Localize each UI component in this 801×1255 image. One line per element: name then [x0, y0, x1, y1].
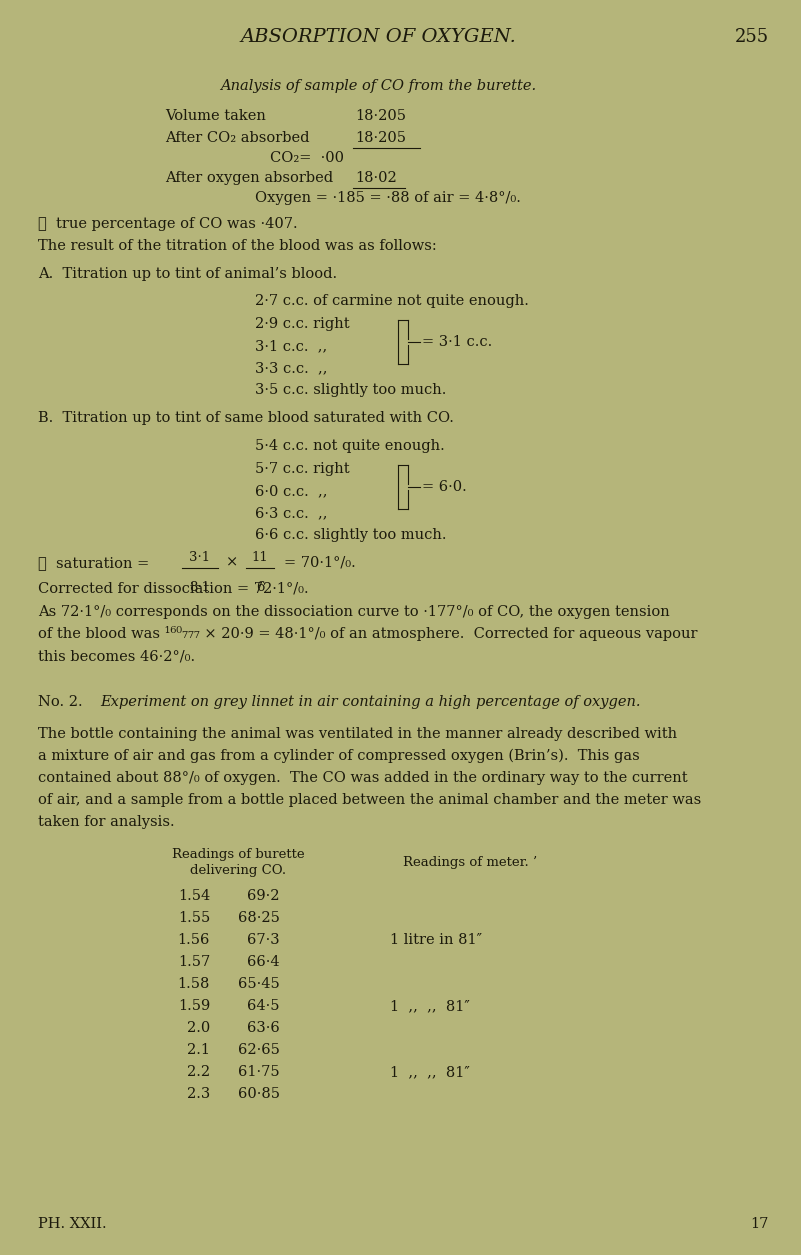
Text: The result of the titration of the blood was as follows:: The result of the titration of the blood… [38, 238, 437, 254]
Text: 1.59: 1.59 [178, 999, 210, 1013]
Text: 6: 6 [256, 581, 264, 594]
Text: 65·45: 65·45 [238, 976, 280, 991]
Text: ×: × [226, 556, 238, 570]
Text: As 72·1°/₀ corresponds on the dissociation curve to ·177°/₀ of CO, the oxygen te: As 72·1°/₀ corresponds on the dissociati… [38, 605, 670, 619]
Text: 18·02: 18·02 [355, 171, 396, 184]
Text: 1  ,,  ,,  81″: 1 ,, ,, 81″ [390, 999, 470, 1013]
Text: 3·3 c.c.  ,,: 3·3 c.c. ,, [255, 361, 328, 375]
Text: Readings of meter. ’: Readings of meter. ’ [403, 856, 537, 868]
Text: 6·3 c.c.  ,,: 6·3 c.c. ,, [255, 506, 328, 520]
Text: a mixture of air and gas from a cylinder of compressed oxygen (Brin’s).  This ga: a mixture of air and gas from a cylinder… [38, 749, 640, 763]
Text: 18·205: 18·205 [355, 131, 406, 146]
Text: 3·5 c.c. slightly too much.: 3·5 c.c. slightly too much. [255, 383, 446, 397]
Text: Readings of burette: Readings of burette [171, 848, 304, 861]
Text: 1.56: 1.56 [178, 932, 210, 948]
Text: 63·6: 63·6 [248, 1022, 280, 1035]
Text: 2.1: 2.1 [187, 1043, 210, 1057]
Text: 6·0 c.c.  ,,: 6·0 c.c. ,, [255, 484, 328, 498]
Text: 11: 11 [252, 551, 268, 563]
Text: = 6·0.: = 6·0. [422, 479, 467, 494]
Text: ABSORPTION OF OXYGEN.: ABSORPTION OF OXYGEN. [240, 28, 516, 46]
Text: 2.0: 2.0 [187, 1022, 210, 1035]
Text: contained about 88°/₀ of oxygen.  The CO was added in the ordinary way to the cu: contained about 88°/₀ of oxygen. The CO … [38, 771, 687, 784]
Text: 61·75: 61·75 [239, 1065, 280, 1079]
Text: B.  Titration up to tint of same blood saturated with CO.: B. Titration up to tint of same blood sa… [38, 410, 454, 425]
Text: delivering CO.: delivering CO. [190, 863, 286, 877]
Text: = 70·1°/₀.: = 70·1°/₀. [284, 556, 356, 570]
Text: 66·4: 66·4 [248, 955, 280, 969]
Text: Oxygen = ·185 = ·88 of air = 4·8°/₀.: Oxygen = ·185 = ·88 of air = 4·8°/₀. [255, 191, 521, 205]
Text: of air, and a sample from a bottle placed between the animal chamber and the met: of air, and a sample from a bottle place… [38, 793, 701, 807]
Text: 17: 17 [750, 1217, 768, 1231]
Text: 69·2: 69·2 [248, 889, 280, 904]
Text: 18·205: 18·205 [355, 109, 406, 123]
Text: After oxygen absorbed: After oxygen absorbed [165, 171, 333, 184]
Text: 255: 255 [735, 28, 769, 46]
Text: 1.54: 1.54 [178, 889, 210, 904]
Text: ∴  saturation =: ∴ saturation = [38, 556, 154, 570]
Text: After CO₂ absorbed: After CO₂ absorbed [165, 131, 309, 146]
Text: 6·6 c.c. slightly too much.: 6·6 c.c. slightly too much. [255, 528, 446, 542]
Text: 2.3: 2.3 [187, 1087, 210, 1101]
Text: 5·4 c.c. not quite enough.: 5·4 c.c. not quite enough. [255, 439, 445, 453]
Text: A.  Titration up to tint of animal’s blood.: A. Titration up to tint of animal’s bloo… [38, 267, 337, 281]
Text: 3·1: 3·1 [190, 551, 211, 563]
Text: Experiment on grey linnet in air containing a high percentage of oxygen.: Experiment on grey linnet in air contain… [100, 695, 641, 709]
Text: 1 litre in 81″: 1 litre in 81″ [390, 932, 482, 948]
Text: 68·25: 68·25 [238, 911, 280, 925]
Text: ∴  true percentage of CO was ·407.: ∴ true percentage of CO was ·407. [38, 217, 298, 231]
Text: CO₂=  ·00: CO₂= ·00 [270, 151, 344, 164]
Text: 5·7 c.c. right: 5·7 c.c. right [255, 462, 349, 476]
Text: 3·1 c.c.  ,,: 3·1 c.c. ,, [255, 339, 328, 353]
Text: 2.2: 2.2 [187, 1065, 210, 1079]
Text: Analysis of sample of CO from the burette.: Analysis of sample of CO from the burett… [220, 79, 536, 93]
Text: = 3·1 c.c.: = 3·1 c.c. [422, 335, 493, 349]
Text: 62·65: 62·65 [238, 1043, 280, 1057]
Text: 8·1: 8·1 [190, 581, 211, 594]
Text: 67·3: 67·3 [248, 932, 280, 948]
Text: 2·9 c.c. right: 2·9 c.c. right [255, 318, 349, 331]
Text: this becomes 46·2°/₀.: this becomes 46·2°/₀. [38, 649, 195, 663]
Text: 1  ,,  ,,  81″: 1 ,, ,, 81″ [390, 1065, 470, 1079]
Text: of the blood was ¹⁶⁰₇₇₇ × 20·9 = 48·1°/₀ of an atmosphere.  Corrected for aqueou: of the blood was ¹⁶⁰₇₇₇ × 20·9 = 48·1°/₀… [38, 626, 698, 641]
Text: 60·85: 60·85 [238, 1087, 280, 1101]
Text: Volume taken: Volume taken [165, 109, 266, 123]
Text: PH. XXII.: PH. XXII. [38, 1217, 107, 1231]
Text: taken for analysis.: taken for analysis. [38, 814, 175, 830]
Text: No. 2.: No. 2. [38, 695, 92, 709]
Text: 1.57: 1.57 [178, 955, 210, 969]
Text: 64·5: 64·5 [248, 999, 280, 1013]
Text: The bottle containing the animal was ventilated in the manner already described : The bottle containing the animal was ven… [38, 727, 677, 740]
Text: 2·7 c.c. of carmine not quite enough.: 2·7 c.c. of carmine not quite enough. [255, 294, 529, 307]
Text: 1.58: 1.58 [178, 976, 210, 991]
Text: Corrected for dissociation = 72·1°/₀.: Corrected for dissociation = 72·1°/₀. [38, 581, 308, 595]
Text: 1.55: 1.55 [178, 911, 210, 925]
